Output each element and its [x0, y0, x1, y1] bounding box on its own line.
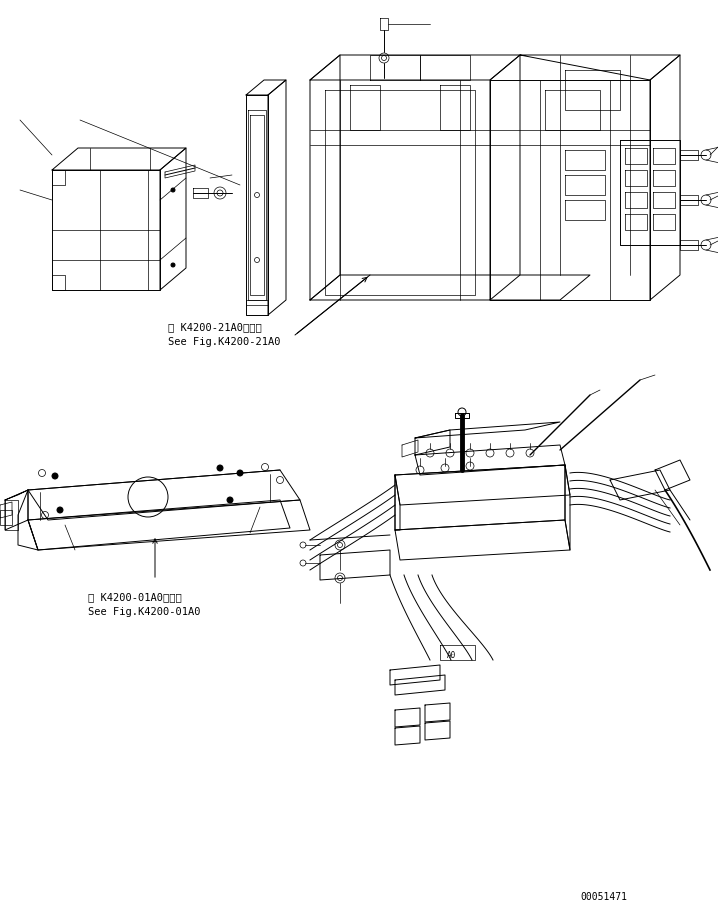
Text: 00051471: 00051471 — [580, 892, 627, 902]
Circle shape — [171, 263, 175, 267]
Circle shape — [227, 497, 233, 503]
Circle shape — [52, 473, 58, 479]
Bar — [0, 510, 12, 525]
Circle shape — [171, 188, 175, 192]
Circle shape — [217, 465, 223, 471]
Text: See Fig.K4200-21A0: See Fig.K4200-21A0 — [168, 337, 281, 347]
Circle shape — [237, 470, 243, 476]
Circle shape — [57, 507, 63, 513]
Text: See Fig.K4200-01A0: See Fig.K4200-01A0 — [88, 607, 200, 617]
Text: A0: A0 — [447, 651, 456, 660]
Text: 第 K4200-21A0図参照: 第 K4200-21A0図参照 — [168, 322, 262, 332]
Text: 第 K4200-01A0図参照: 第 K4200-01A0図参照 — [88, 592, 182, 602]
